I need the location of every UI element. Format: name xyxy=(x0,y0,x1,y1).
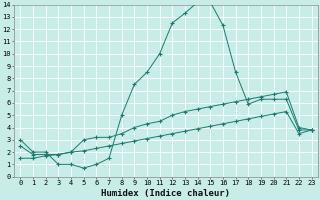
X-axis label: Humidex (Indice chaleur): Humidex (Indice chaleur) xyxy=(101,189,230,198)
